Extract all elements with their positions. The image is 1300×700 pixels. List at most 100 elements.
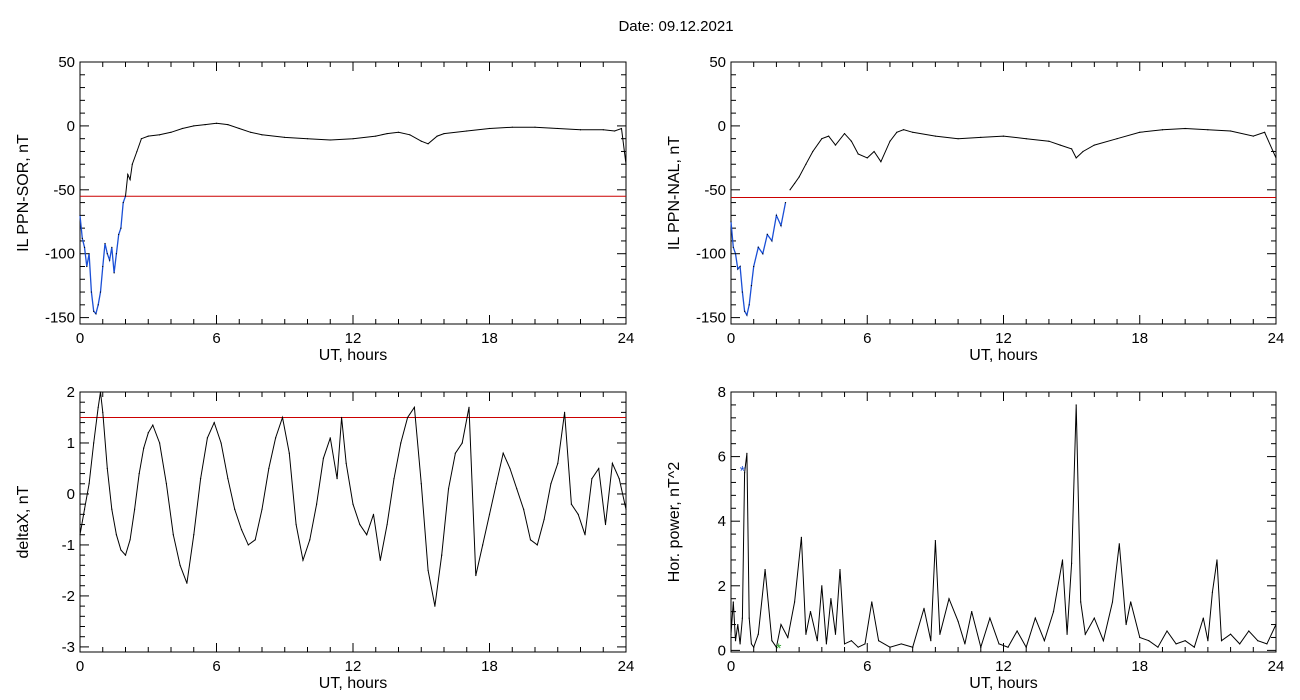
data-point [1118,543,1120,545]
data-point [834,633,837,635]
data-point [329,139,331,141]
data-point [1211,591,1214,593]
data-point [889,646,891,648]
x-tick-label: 18 [481,658,498,675]
y-tick-label: 4 [718,513,726,530]
data-point [250,131,252,133]
data-point [238,127,240,130]
data-point [775,646,778,648]
data-point [912,131,914,133]
y-tick-label: -100 [45,246,75,263]
data-point [436,135,438,137]
data-point [83,508,86,510]
data-point [268,467,270,470]
data-point [780,623,782,626]
data-point [127,173,129,176]
y-tick-label: 2 [67,384,75,401]
data-point [1130,601,1132,603]
data-point [744,310,746,312]
series-line [789,127,1277,191]
data-point [102,411,104,413]
data-point [288,452,290,454]
data-point [798,176,800,178]
data-point [488,513,491,515]
data-point [413,406,416,408]
data-point [750,643,753,645]
data-point [878,640,880,642]
data-point [1175,643,1177,645]
y-tick-label: 50 [709,54,726,71]
data-point [86,265,88,268]
data-point [93,310,95,312]
data-point [1207,129,1209,131]
data-point [427,143,429,145]
y-tick-label: -100 [696,246,726,263]
data-point [775,214,778,216]
data-point [1139,131,1141,133]
data-point [124,554,127,556]
data-point [866,157,868,159]
data-point [129,539,131,541]
data-point [748,617,750,619]
star-marker: * [776,640,782,656]
data-point [739,643,741,645]
data-point [316,503,318,505]
data-point [741,291,743,293]
data-point [563,411,566,413]
x-tick-label: 18 [1131,330,1148,347]
data-point [737,623,739,626]
data-point [454,452,456,454]
data-point [793,601,796,603]
data-point [322,457,325,459]
data-point [1034,617,1036,619]
data-point [912,646,914,648]
data-point [336,478,338,480]
data-point [1043,640,1045,642]
data-point [509,467,511,470]
data-point [427,569,429,572]
x-axis-label: UT, hours [319,347,387,364]
data-point [602,129,604,131]
y-tick-label: -3 [62,639,75,656]
data-point [762,253,764,255]
data-point [1082,150,1084,153]
data-point [750,285,753,287]
data-point [118,233,120,236]
data-point [400,442,402,444]
x-tick-label: 0 [727,330,735,347]
y-tick-label: -2 [62,588,75,605]
data-point [329,437,331,439]
data-point [850,140,852,142]
data-point [850,640,852,642]
data-point [732,601,734,603]
data-point [113,272,115,274]
data-point [447,488,450,490]
data-point [88,483,90,485]
data-point [789,189,791,191]
data-point [147,135,149,137]
data-point [170,131,172,133]
x-tick-label: 12 [345,330,362,347]
x-tick-label: 24 [1268,658,1285,675]
data-point [420,483,422,485]
data-point [604,523,607,526]
data-point [748,304,750,306]
data-point [1275,157,1277,159]
data-point [95,313,97,315]
y-tick-label: 0 [718,118,726,135]
data-point [857,153,859,155]
x-tick-label: 24 [1268,330,1285,347]
data-point [1052,611,1055,613]
data-point [147,432,149,434]
y-axis-label: Hor. power, nT^2 [666,462,683,583]
data-point [816,640,818,642]
data-point [939,633,941,635]
data-point [757,246,759,248]
data-point [138,472,140,475]
data-point [111,246,113,248]
data-point [948,598,950,600]
y-tick-label: 0 [67,486,75,503]
data-point [830,598,832,600]
data-point [407,416,409,419]
data-point [1102,640,1105,642]
